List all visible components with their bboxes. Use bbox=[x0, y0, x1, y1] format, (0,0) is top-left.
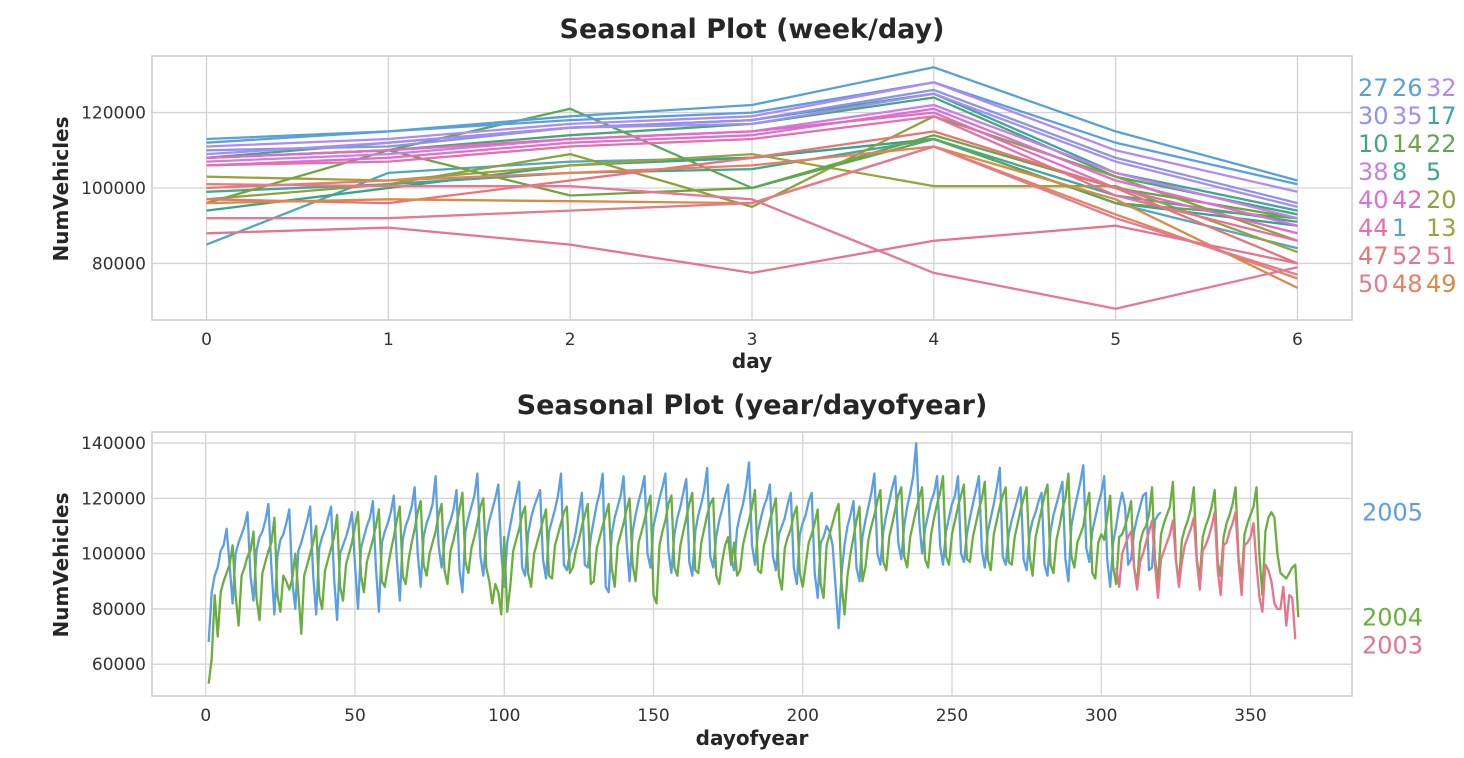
x-tick-label: 100 bbox=[488, 706, 520, 726]
series-line-40 bbox=[206, 107, 1298, 227]
series-label-51: 51 bbox=[1426, 242, 1457, 270]
series-line-27 bbox=[206, 66, 1298, 182]
series-label-1: 1 bbox=[1392, 214, 1407, 242]
series-line-20 bbox=[206, 115, 1298, 242]
series-label-42: 42 bbox=[1392, 186, 1423, 214]
series-label-10: 10 bbox=[1358, 130, 1389, 158]
series-label-2005: 2005 bbox=[1362, 499, 1423, 527]
y-tick-label: 60000 bbox=[92, 655, 146, 675]
series-line-32 bbox=[206, 81, 1298, 193]
bottom-chart-title: Seasonal Plot (year/dayofyear) bbox=[517, 390, 988, 421]
x-tick-label: 250 bbox=[936, 706, 968, 726]
bottom-y-axis-label: NumVehicles bbox=[49, 492, 73, 637]
x-tick-label: 300 bbox=[1085, 706, 1117, 726]
x-tick-label: 350 bbox=[1234, 706, 1266, 726]
series-label-47: 47 bbox=[1358, 242, 1389, 270]
series-label-49: 49 bbox=[1426, 270, 1457, 298]
top-chart-title: Seasonal Plot (week/day) bbox=[560, 14, 945, 45]
x-tick-label: 1 bbox=[383, 330, 394, 350]
series-label-52: 52 bbox=[1392, 242, 1423, 270]
x-tick-label: 150 bbox=[637, 706, 669, 726]
x-tick-label: 4 bbox=[928, 330, 939, 350]
series-label-2003: 2003 bbox=[1362, 632, 1423, 660]
bottom-x-axis-label: dayofyear bbox=[696, 726, 809, 750]
x-tick-label: 3 bbox=[747, 330, 758, 350]
series-label-5: 5 bbox=[1426, 158, 1441, 186]
x-tick-label: 6 bbox=[1292, 330, 1303, 350]
x-tick-label: 200 bbox=[787, 706, 819, 726]
series-label-27: 27 bbox=[1358, 74, 1389, 102]
series-label-13: 13 bbox=[1426, 214, 1457, 242]
series-label-35: 35 bbox=[1392, 102, 1423, 130]
x-tick-label: 0 bbox=[201, 330, 212, 350]
series-label-30: 30 bbox=[1358, 102, 1389, 130]
y-tick-label: 100000 bbox=[81, 545, 146, 565]
series-line-2005 bbox=[207, 441, 1162, 643]
series-line-48 bbox=[206, 145, 1298, 280]
series-label-50: 50 bbox=[1358, 270, 1389, 298]
x-tick-label: 5 bbox=[1110, 330, 1121, 350]
series-label-22: 22 bbox=[1426, 130, 1457, 158]
plot-frame bbox=[151, 55, 1353, 321]
series-label-38: 38 bbox=[1358, 158, 1389, 186]
series-line-44 bbox=[206, 115, 1298, 242]
series-line-51 bbox=[206, 183, 1298, 310]
top-x-axis-label: day bbox=[732, 349, 772, 373]
series-label-48: 48 bbox=[1392, 270, 1423, 298]
series-line-52 bbox=[206, 224, 1298, 275]
series-label-8: 8 bbox=[1392, 158, 1407, 186]
y-tick-label: 80000 bbox=[92, 254, 146, 274]
series-label-14: 14 bbox=[1392, 130, 1423, 158]
series-line-35 bbox=[206, 92, 1298, 209]
x-tick-label: 2 bbox=[565, 330, 576, 350]
y-tick-label: 120000 bbox=[81, 104, 146, 124]
series-line-50 bbox=[206, 145, 1298, 276]
top-y-axis-label: NumVehicles bbox=[49, 116, 73, 261]
series-label-40: 40 bbox=[1358, 186, 1389, 214]
x-tick-label: 0 bbox=[200, 706, 211, 726]
series-label-26: 26 bbox=[1392, 74, 1423, 102]
series-line-47 bbox=[206, 130, 1298, 265]
y-tick-label: 100000 bbox=[81, 179, 146, 199]
series-line-30 bbox=[206, 88, 1298, 205]
series-label-17: 17 bbox=[1426, 102, 1457, 130]
series-label-20: 20 bbox=[1426, 186, 1457, 214]
x-tick-label: 50 bbox=[344, 706, 366, 726]
series-label-2004: 2004 bbox=[1362, 604, 1423, 632]
y-tick-label: 80000 bbox=[92, 600, 146, 620]
series-label-32: 32 bbox=[1426, 74, 1457, 102]
y-tick-label: 120000 bbox=[81, 489, 146, 509]
y-tick-label: 140000 bbox=[81, 434, 146, 454]
plot-frame bbox=[151, 431, 1353, 697]
series-line-2003 bbox=[1115, 511, 1297, 640]
series-label-44: 44 bbox=[1358, 214, 1389, 242]
bottom-plot-area: 0 50 100 150 200 250 300 350 60000 80000 100000 120… bbox=[81, 431, 1423, 726]
